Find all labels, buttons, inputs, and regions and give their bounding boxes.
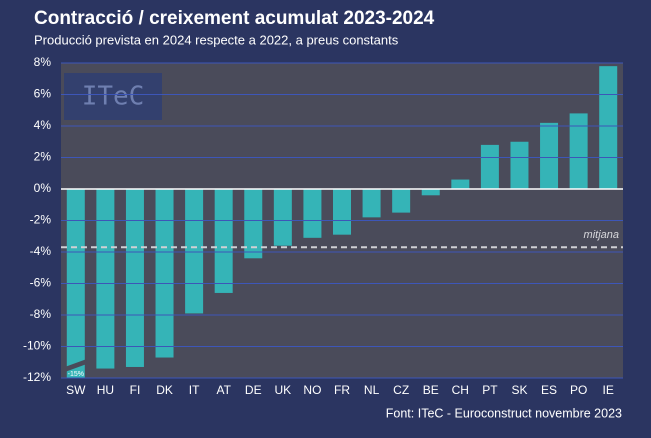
x-tick-label: HU [97,383,114,397]
x-tick-label: SW [66,383,86,397]
bar [480,144,499,189]
x-tick-label: NO [303,383,321,397]
bar [214,189,233,293]
bar [569,113,588,189]
bar [185,189,204,314]
average-label: mitjana [584,229,619,241]
x-tick-label: UK [275,383,292,397]
source: Font: ITeC - Euroconstruct novembre 2023 [386,406,622,420]
y-tick-label: -8% [30,307,52,321]
y-tick-label: 6% [34,87,52,101]
chart-title: Contracció / creixement acumulat 2023-20… [34,8,435,29]
x-tick-label: CH [452,383,469,397]
x-tick-label: NL [364,383,380,397]
x-tick-label: CZ [393,383,409,397]
x-tick-label: AT [216,383,231,397]
chart-subtitle: Producció prevista en 2024 respecte a 20… [34,32,399,47]
logo: ITeC [82,82,145,112]
bar [96,189,115,369]
bar [273,189,292,246]
bar [155,189,174,358]
x-tick-label: DE [245,383,262,397]
x-tick-label: FR [334,383,350,397]
y-tick-label: -12% [23,370,51,384]
x-tick-label: FI [130,383,141,397]
bar [451,179,470,189]
bar [599,66,618,189]
x-tick-label: PT [482,383,498,397]
bar [362,189,381,218]
y-tick-label: -4% [30,244,52,258]
bar [421,189,440,196]
x-tick-label: BE [423,383,439,397]
bar [333,189,351,235]
y-tick-label: 2% [34,150,52,164]
y-tick-label: 8% [34,55,52,69]
x-tick-label: SK [511,383,527,397]
x-tick-label: IE [603,383,614,397]
axis-break [64,359,87,372]
x-tick-label: PO [570,383,587,397]
x-tick-label: IT [189,383,200,397]
bar [244,189,263,259]
bar [303,189,322,238]
bar [125,189,144,367]
bar [392,189,411,213]
bar [510,141,529,189]
x-tick-label: DK [156,383,173,397]
logo-box [64,73,162,120]
y-tick-label: -2% [30,213,52,227]
x-tick-label: ES [541,383,557,397]
y-tick-label: 0% [34,181,52,195]
y-tick-label: -10% [23,339,51,353]
bar [540,122,559,189]
y-tick-label: 4% [34,118,52,132]
value-label: -15% [68,371,84,378]
y-tick-label: -6% [30,276,52,290]
